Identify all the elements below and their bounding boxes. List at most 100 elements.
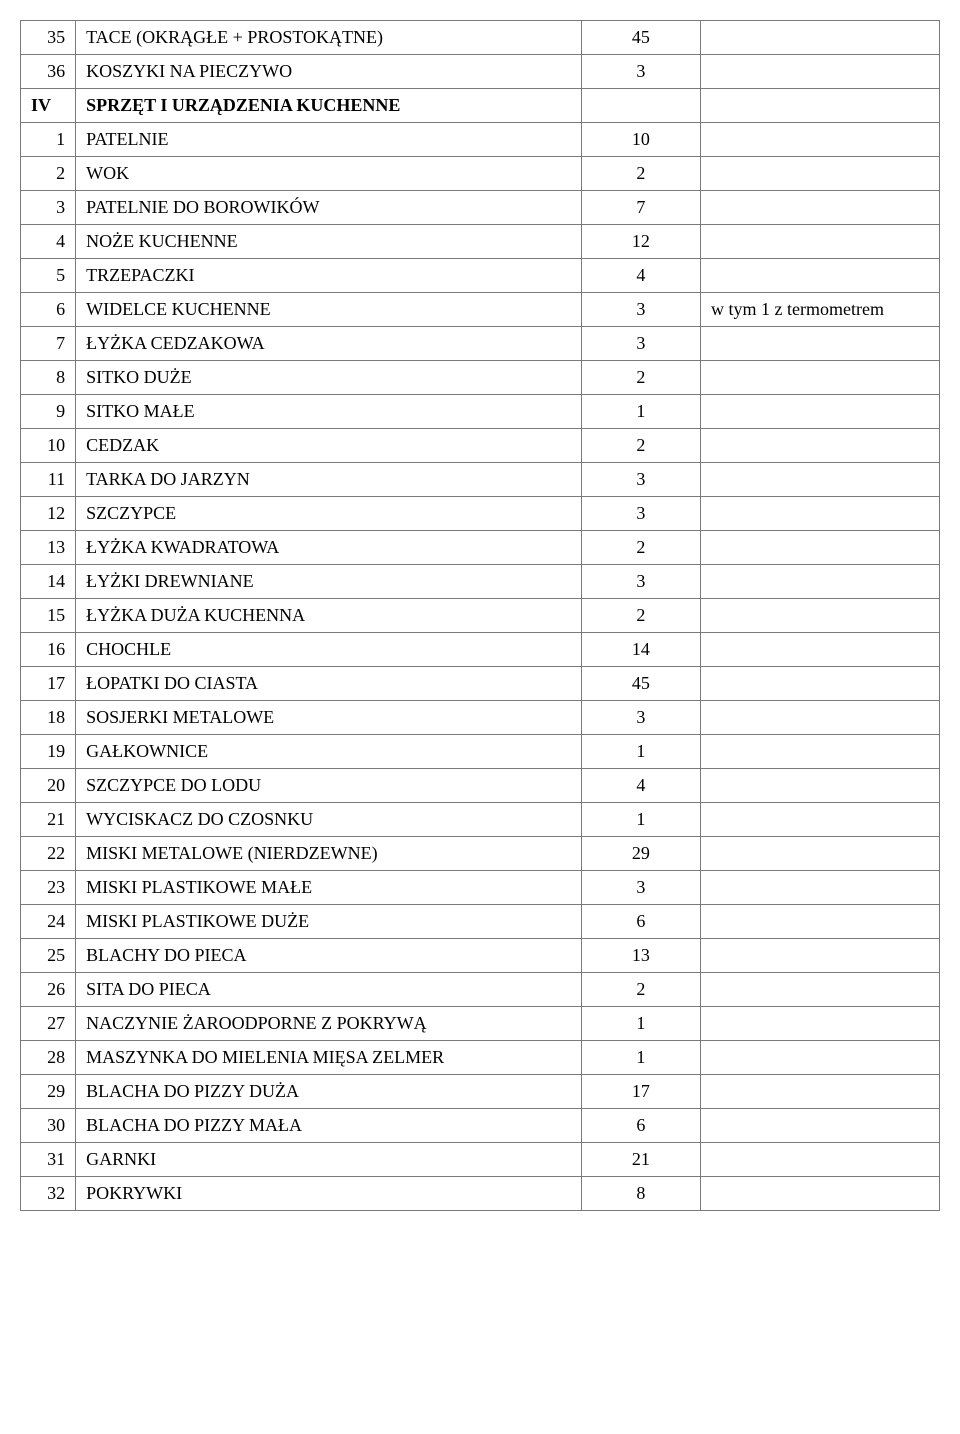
item-name: PATELNIE: [76, 123, 581, 157]
item-name: ŁOPATKI DO CIASTA: [76, 667, 581, 701]
item-quantity: 4: [581, 769, 700, 803]
row-number: 36: [21, 55, 76, 89]
table-row: 28MASZYNKA DO MIELENIA MIĘSA ZELMER1: [21, 1041, 940, 1075]
table-row: 35TACE (OKRĄGŁE + PROSTOKĄTNE)45: [21, 21, 940, 55]
item-quantity: 4: [581, 259, 700, 293]
row-number: 15: [21, 599, 76, 633]
table-row: 11TARKA DO JARZYN3: [21, 463, 940, 497]
item-quantity: 1: [581, 1041, 700, 1075]
item-name: NACZYNIE ŻAROODPORNE Z POKRYWĄ: [76, 1007, 581, 1041]
item-name: NOŻE KUCHENNE: [76, 225, 581, 259]
table-row: 25BLACHY DO PIECA13: [21, 939, 940, 973]
row-number: 30: [21, 1109, 76, 1143]
item-name: CHOCHLE: [76, 633, 581, 667]
item-quantity: 1: [581, 1007, 700, 1041]
item-note: [701, 701, 940, 735]
item-quantity: 45: [581, 667, 700, 701]
item-note: w tym 1 z termometrem: [701, 293, 940, 327]
row-number: 35: [21, 21, 76, 55]
item-quantity: 7: [581, 191, 700, 225]
item-note: [701, 123, 940, 157]
table-row: 12SZCZYPCE3: [21, 497, 940, 531]
item-note: [701, 191, 940, 225]
item-name: MISKI PLASTIKOWE DUŻE: [76, 905, 581, 939]
item-quantity: 13: [581, 939, 700, 973]
item-name: ŁYŻKA KWADRATOWA: [76, 531, 581, 565]
row-number: 10: [21, 429, 76, 463]
item-quantity: 3: [581, 871, 700, 905]
item-quantity: 1: [581, 735, 700, 769]
section-header-row: IVSPRZĘT I URZĄDZENIA KUCHENNE: [21, 89, 940, 123]
item-note: [701, 327, 940, 361]
item-quantity: [581, 89, 700, 123]
row-number: 13: [21, 531, 76, 565]
row-number: 2: [21, 157, 76, 191]
item-note: [701, 905, 940, 939]
table-row: 18SOSJERKI METALOWE3: [21, 701, 940, 735]
table-row: 30BLACHA DO PIZZY MAŁA6: [21, 1109, 940, 1143]
row-number: 1: [21, 123, 76, 157]
item-name: WOK: [76, 157, 581, 191]
item-note: [701, 939, 940, 973]
item-quantity: 3: [581, 293, 700, 327]
row-number: 22: [21, 837, 76, 871]
item-note: [701, 259, 940, 293]
item-name: ŁYŻKA DUŻA KUCHENNA: [76, 599, 581, 633]
item-quantity: 3: [581, 55, 700, 89]
row-number: 3: [21, 191, 76, 225]
row-number: 12: [21, 497, 76, 531]
item-quantity: 3: [581, 701, 700, 735]
item-note: [701, 803, 940, 837]
item-quantity: 3: [581, 463, 700, 497]
table-row: 29BLACHA DO PIZZY DUŻA17: [21, 1075, 940, 1109]
item-note: [701, 429, 940, 463]
item-name: TACE (OKRĄGŁE + PROSTOKĄTNE): [76, 21, 581, 55]
item-note: [701, 225, 940, 259]
row-number: 23: [21, 871, 76, 905]
item-name: SPRZĘT I URZĄDZENIA KUCHENNE: [76, 89, 581, 123]
row-number: 20: [21, 769, 76, 803]
item-name: MISKI PLASTIKOWE MAŁE: [76, 871, 581, 905]
item-note: [701, 531, 940, 565]
item-name: WYCISKACZ DO CZOSNKU: [76, 803, 581, 837]
item-note: [701, 463, 940, 497]
item-note: [701, 667, 940, 701]
item-quantity: 1: [581, 395, 700, 429]
row-number: 26: [21, 973, 76, 1007]
item-note: [701, 1075, 940, 1109]
table-row: 16CHOCHLE14: [21, 633, 940, 667]
table-row: 17ŁOPATKI DO CIASTA45: [21, 667, 940, 701]
item-name: GAŁKOWNICE: [76, 735, 581, 769]
item-quantity: 6: [581, 1109, 700, 1143]
item-note: [701, 837, 940, 871]
item-quantity: 6: [581, 905, 700, 939]
item-name: POKRYWKI: [76, 1177, 581, 1211]
item-name: CEDZAK: [76, 429, 581, 463]
table-row: 23MISKI PLASTIKOWE MAŁE3: [21, 871, 940, 905]
item-quantity: 3: [581, 327, 700, 361]
row-number: 9: [21, 395, 76, 429]
table-row: 31GARNKI21: [21, 1143, 940, 1177]
item-name: TARKA DO JARZYN: [76, 463, 581, 497]
row-number: 32: [21, 1177, 76, 1211]
row-number: 24: [21, 905, 76, 939]
row-number: 27: [21, 1007, 76, 1041]
item-quantity: 2: [581, 361, 700, 395]
table-row: 8SITKO DUŻE2: [21, 361, 940, 395]
row-number: 25: [21, 939, 76, 973]
table-row: 26SITA DO PIECA2: [21, 973, 940, 1007]
item-note: [701, 871, 940, 905]
item-note: [701, 55, 940, 89]
item-name: ŁYŻKI DREWNIANE: [76, 565, 581, 599]
item-quantity: 1: [581, 803, 700, 837]
table-row: 36KOSZYKI NA PIECZYWO3: [21, 55, 940, 89]
item-note: [701, 89, 940, 123]
item-quantity: 2: [581, 973, 700, 1007]
item-quantity: 14: [581, 633, 700, 667]
item-quantity: 3: [581, 497, 700, 531]
item-quantity: 21: [581, 1143, 700, 1177]
item-name: WIDELCE KUCHENNE: [76, 293, 581, 327]
table-row: 14ŁYŻKI DREWNIANE3: [21, 565, 940, 599]
table-row: 4NOŻE KUCHENNE12: [21, 225, 940, 259]
item-note: [701, 395, 940, 429]
